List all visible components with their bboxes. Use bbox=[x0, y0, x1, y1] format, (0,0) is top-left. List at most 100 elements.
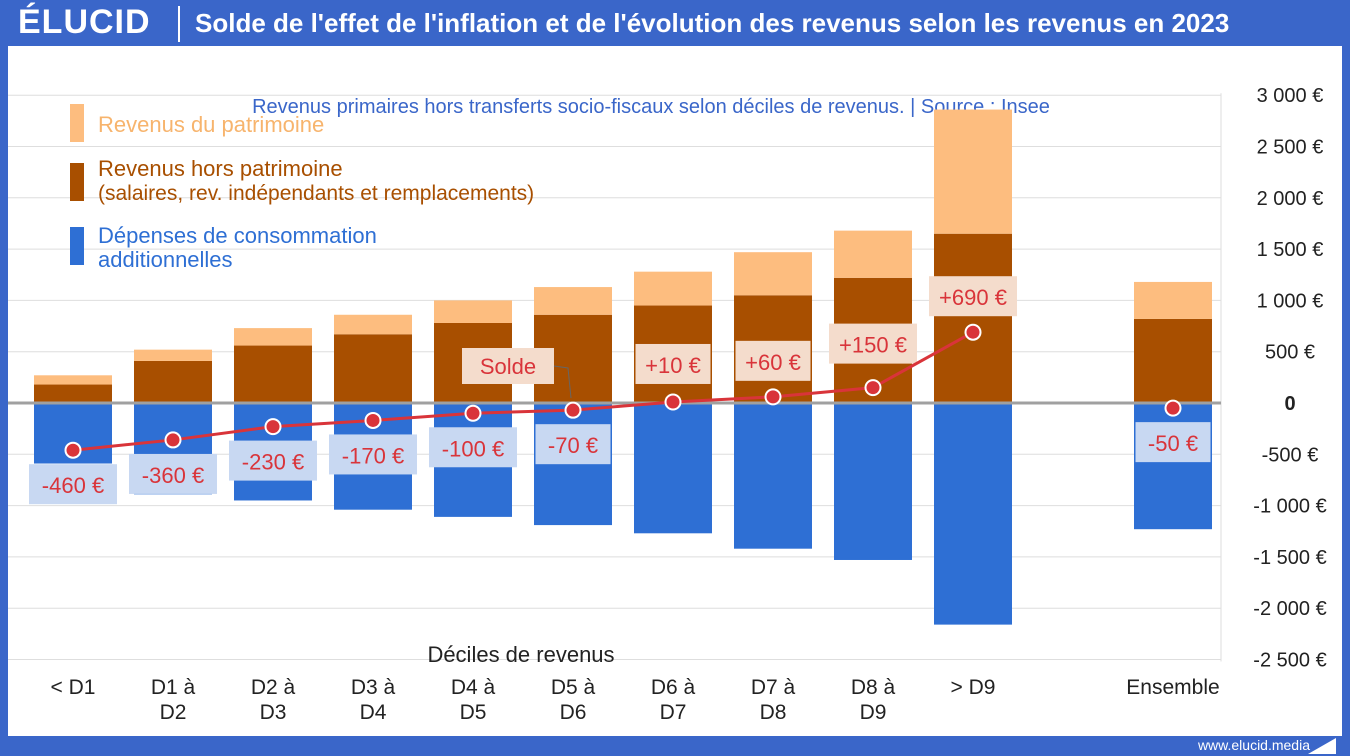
solde-callout-label: Solde bbox=[480, 354, 536, 379]
bar-revenus-patrimoine bbox=[434, 300, 512, 323]
legend-swatch bbox=[70, 104, 84, 142]
x-tick-label: D2 bbox=[160, 701, 187, 724]
solde-point bbox=[264, 418, 282, 436]
bar-revenus-hors-patrimoine bbox=[934, 233, 1012, 403]
solde-line-group bbox=[64, 323, 1182, 459]
solde-point bbox=[864, 379, 882, 397]
header: ÉLUCID Solde de l'effet de l'inflation e… bbox=[0, 0, 1350, 46]
y-tick-label: -2 500 € bbox=[1253, 650, 1326, 672]
x-tick-label: Ensemble bbox=[1126, 676, 1219, 699]
x-tick-label: D8 à bbox=[851, 676, 896, 699]
solde-label-bg bbox=[929, 276, 1017, 317]
solde-point bbox=[564, 401, 582, 419]
bar-revenus-patrimoine bbox=[334, 314, 412, 335]
header-separator bbox=[178, 6, 180, 42]
y-tick-label: 0 bbox=[1284, 393, 1295, 415]
brand-logo: ÉLUCID bbox=[18, 3, 151, 41]
x-tick-label: D1 à bbox=[151, 676, 196, 699]
solde-value-label: +690 € bbox=[939, 285, 1007, 310]
solde-label-bg bbox=[129, 453, 217, 494]
legend: Revenus du patrimoine Revenus hors patrim… bbox=[70, 104, 534, 272]
chart-subtitle: Revenus primaires hors transferts socio-… bbox=[252, 96, 1050, 118]
bar-revenus-patrimoine bbox=[534, 287, 612, 315]
x-tick-label: D8 bbox=[760, 701, 787, 724]
bar-revenus-hors-patrimoine bbox=[134, 360, 212, 403]
chart-panel: Revenus primaires hors transferts socio-… bbox=[8, 46, 1342, 736]
y-tick-label: 1 500 € bbox=[1257, 239, 1324, 261]
bar-depenses bbox=[934, 403, 1012, 625]
x-tick-label: D6 à bbox=[651, 676, 696, 699]
solde-point bbox=[664, 393, 682, 411]
solde-value-label: -360 € bbox=[142, 463, 204, 488]
x-tick-label: D5 à bbox=[551, 676, 596, 699]
solde-point bbox=[164, 431, 182, 449]
solde-value-label: -70 € bbox=[548, 433, 598, 458]
bar-revenus-patrimoine bbox=[734, 252, 812, 296]
solde-point bbox=[1164, 399, 1182, 417]
gridlines bbox=[8, 93, 1222, 662]
x-tick-label: D4 bbox=[360, 701, 387, 724]
bar-depenses bbox=[634, 403, 712, 534]
x-tick-label: D9 bbox=[860, 701, 887, 724]
solde-line bbox=[72, 330, 974, 452]
x-tick-label: D7 bbox=[660, 701, 687, 724]
bar-depenses bbox=[1134, 403, 1212, 530]
y-tick-label: -2 000 € bbox=[1253, 598, 1326, 620]
bar-revenus-hors-patrimoine bbox=[1134, 318, 1212, 403]
solde-label-bg bbox=[429, 427, 517, 468]
y-tick-label: -1 500 € bbox=[1253, 547, 1326, 569]
bar-revenus-patrimoine bbox=[934, 109, 1012, 234]
bar-revenus-patrimoine bbox=[1134, 281, 1212, 319]
solde-point bbox=[964, 323, 982, 341]
solde-labels: -460 € -360 € -230 € -170 € -100 € -70 € +10 €… bbox=[29, 276, 1211, 505]
solde-value-label: -170 € bbox=[342, 443, 404, 468]
solde-point bbox=[64, 441, 82, 459]
solde-label-bg bbox=[1135, 422, 1211, 463]
solde-label-bg bbox=[29, 464, 117, 505]
legend-label: Revenus hors patrimoine bbox=[98, 156, 343, 181]
solde-callout-pointer bbox=[553, 365, 572, 399]
y-tick-label: 3 000 € bbox=[1257, 85, 1324, 107]
legend-label: Dépenses de consommation bbox=[98, 223, 377, 248]
legend-label-2: (salaires, rev. indépendants et remplace… bbox=[98, 182, 534, 205]
legend-swatch bbox=[70, 227, 84, 265]
legend-label-2: additionnelles bbox=[98, 247, 233, 272]
legend-label: Revenus du patrimoine bbox=[98, 112, 324, 137]
solde-label-bg bbox=[329, 434, 417, 475]
solde-label-bg bbox=[635, 343, 711, 384]
x-tick-label: D6 bbox=[560, 701, 587, 724]
solde-value-label: +10 € bbox=[645, 353, 701, 378]
y-tick-label: 2 500 € bbox=[1257, 137, 1324, 159]
solde-value-label: +60 € bbox=[745, 350, 801, 375]
y-tick-label: 1 000 € bbox=[1257, 290, 1324, 312]
chart-title: Solde de l'effet de l'inflation et de l'… bbox=[195, 8, 1230, 38]
y-tick-label: 2 000 € bbox=[1257, 188, 1324, 210]
x-tick-label: D2 à bbox=[251, 676, 296, 699]
x-tick-label: D7 à bbox=[751, 676, 796, 699]
bar-revenus-hors-patrimoine bbox=[334, 334, 412, 403]
x-axis-title: Déciles de revenus bbox=[427, 642, 614, 667]
x-tick-label: > D9 bbox=[951, 676, 996, 699]
solde-label-bg bbox=[229, 440, 317, 481]
bar-revenus-hors-patrimoine bbox=[34, 384, 112, 403]
footer-url[interactable]: www.elucid.media bbox=[1197, 737, 1310, 753]
solde-callout-bg bbox=[462, 348, 554, 384]
bar-revenus-hors-patrimoine bbox=[234, 345, 312, 403]
bar-depenses bbox=[734, 403, 812, 549]
x-tick-label: D4 à bbox=[451, 676, 496, 699]
legend-swatch bbox=[70, 163, 84, 201]
solde-label-bg bbox=[829, 323, 917, 364]
x-tick-label: D3 à bbox=[351, 676, 396, 699]
solde-value-label: -100 € bbox=[442, 436, 504, 461]
solde-point bbox=[364, 411, 382, 429]
y-axis: 3 000 € 2 500 € 2 000 € 1 500 € 1 000 € 500 €… bbox=[1253, 85, 1326, 671]
bar-depenses bbox=[834, 403, 912, 560]
arrow-logo-icon bbox=[1308, 738, 1336, 754]
x-tick-label: D3 bbox=[260, 701, 287, 724]
bar-revenus-patrimoine bbox=[34, 375, 112, 385]
y-tick-label: 500 € bbox=[1265, 342, 1315, 364]
solde-value-label: -230 € bbox=[242, 450, 304, 475]
x-tick-label: D5 bbox=[460, 701, 487, 724]
